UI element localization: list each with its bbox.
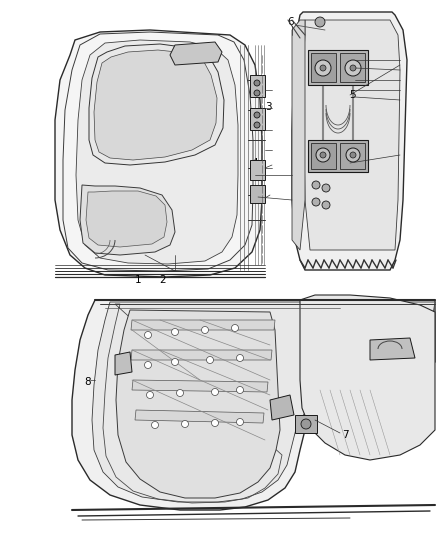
Circle shape [177, 390, 184, 397]
Polygon shape [92, 302, 435, 502]
Circle shape [301, 419, 311, 429]
Circle shape [346, 148, 360, 162]
Circle shape [350, 152, 356, 158]
Circle shape [254, 80, 260, 86]
Polygon shape [292, 20, 305, 250]
Text: 5: 5 [350, 158, 356, 168]
Circle shape [181, 421, 188, 427]
Polygon shape [300, 295, 435, 460]
Circle shape [315, 17, 325, 27]
Bar [250, 108, 265, 130]
Circle shape [316, 148, 330, 162]
Polygon shape [370, 338, 415, 360]
Circle shape [350, 65, 356, 71]
Polygon shape [72, 300, 435, 510]
Text: 2: 2 [160, 275, 166, 285]
Bar [311, 143, 336, 169]
Text: 7: 7 [342, 430, 348, 440]
Circle shape [145, 332, 152, 338]
Circle shape [322, 184, 330, 192]
Text: 5: 5 [350, 90, 356, 100]
Polygon shape [94, 50, 217, 160]
Polygon shape [89, 44, 224, 165]
Polygon shape [135, 410, 264, 423]
Polygon shape [76, 40, 238, 264]
Circle shape [232, 325, 239, 332]
Polygon shape [131, 350, 272, 360]
Text: 6: 6 [253, 193, 259, 203]
Bar [340, 53, 365, 82]
Circle shape [345, 60, 361, 76]
Polygon shape [303, 20, 400, 250]
Bar [250, 185, 265, 203]
Bar [295, 415, 317, 433]
Circle shape [254, 122, 260, 128]
Polygon shape [132, 380, 268, 392]
Polygon shape [131, 320, 275, 330]
Circle shape [152, 422, 159, 429]
Circle shape [254, 90, 260, 96]
Polygon shape [116, 310, 280, 498]
Text: 3: 3 [265, 102, 271, 112]
Circle shape [212, 389, 219, 395]
Polygon shape [170, 42, 222, 65]
Text: 8: 8 [85, 377, 91, 387]
Text: 1: 1 [135, 275, 141, 285]
Circle shape [320, 65, 326, 71]
Circle shape [237, 418, 244, 425]
Bar [311, 53, 336, 82]
Circle shape [254, 112, 260, 118]
Bar [308, 50, 368, 85]
Circle shape [312, 181, 320, 189]
Polygon shape [55, 30, 262, 277]
Text: 4: 4 [252, 158, 258, 168]
Circle shape [315, 60, 331, 76]
Bar [250, 75, 265, 97]
Circle shape [172, 328, 179, 335]
Circle shape [320, 152, 326, 158]
Bar [308, 140, 368, 172]
Bar [250, 160, 265, 180]
Polygon shape [292, 12, 407, 270]
Circle shape [201, 327, 208, 334]
Circle shape [237, 354, 244, 361]
Circle shape [212, 419, 219, 426]
Circle shape [172, 359, 179, 366]
Bar [340, 143, 365, 169]
Circle shape [312, 198, 320, 206]
Polygon shape [115, 352, 132, 375]
Text: 6: 6 [288, 17, 294, 27]
Circle shape [146, 392, 153, 399]
Polygon shape [270, 395, 294, 420]
Polygon shape [80, 185, 175, 255]
Circle shape [206, 357, 213, 364]
Circle shape [237, 386, 244, 393]
Circle shape [145, 361, 152, 368]
Polygon shape [86, 191, 167, 247]
Circle shape [322, 201, 330, 209]
